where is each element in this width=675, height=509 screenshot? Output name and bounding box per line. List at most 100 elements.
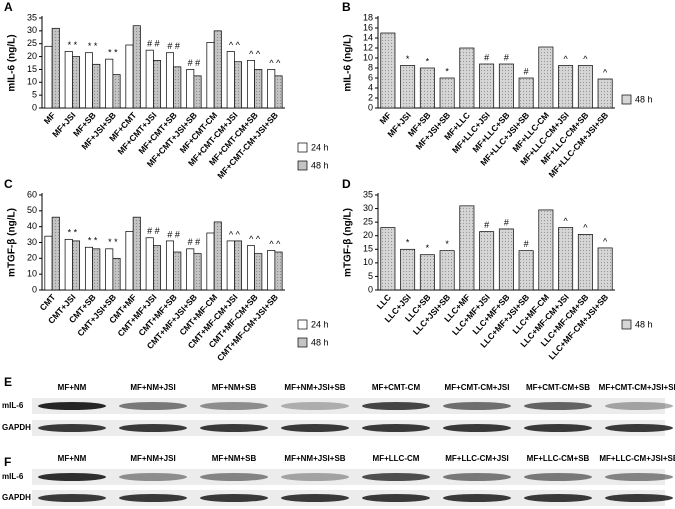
legend-swatch bbox=[297, 337, 308, 348]
significance-mark: ^ bbox=[603, 236, 608, 246]
bar-texture bbox=[92, 248, 100, 290]
blot-band bbox=[605, 424, 673, 432]
bar-texture bbox=[274, 75, 283, 108]
bar-texture bbox=[598, 79, 613, 108]
legend-label: 48 h bbox=[635, 94, 653, 104]
panel-label: B bbox=[342, 0, 351, 14]
bar-texture bbox=[519, 78, 534, 108]
lane-label: MF+NM+JSI+SB bbox=[284, 383, 345, 392]
legend-swatch bbox=[297, 160, 308, 171]
bar bbox=[267, 69, 276, 109]
bar-texture bbox=[499, 228, 514, 290]
y-tick-label: 20 bbox=[363, 230, 373, 240]
significance-mark: # # bbox=[147, 39, 160, 49]
bar-texture bbox=[479, 64, 494, 108]
significance-mark: * * bbox=[88, 41, 98, 51]
blot-band bbox=[281, 473, 349, 481]
blot-band bbox=[38, 424, 106, 432]
blot-band bbox=[362, 494, 430, 502]
legend-label: 24 h bbox=[311, 142, 329, 152]
blot-band bbox=[38, 494, 106, 502]
bar-texture bbox=[380, 227, 395, 290]
y-tick-label: 15 bbox=[27, 64, 37, 74]
significance-mark: ^ ^ bbox=[229, 40, 241, 50]
significance-mark: # bbox=[484, 52, 489, 62]
significance-mark: * bbox=[406, 238, 410, 248]
blot-band bbox=[443, 424, 511, 432]
lane-label: MF+NM bbox=[58, 383, 87, 392]
y-tick-label: 35 bbox=[27, 12, 37, 22]
bar bbox=[125, 231, 134, 291]
significance-mark: * bbox=[445, 239, 449, 249]
blot-band bbox=[524, 424, 592, 432]
significance-mark: * bbox=[445, 66, 449, 76]
blot-band bbox=[200, 494, 268, 502]
blot-band bbox=[605, 494, 673, 502]
bar-texture bbox=[52, 28, 60, 109]
y-tick-label: 30 bbox=[27, 25, 37, 35]
y-tick-label: 2 bbox=[368, 92, 373, 102]
bar bbox=[84, 52, 93, 109]
bar-texture bbox=[440, 250, 455, 290]
lane-label: MF+CMT-CM bbox=[372, 383, 421, 392]
blot-band bbox=[605, 473, 673, 481]
y-tick-label: 8 bbox=[368, 62, 373, 72]
legend-label: 48 h bbox=[311, 160, 329, 170]
legend-swatch bbox=[297, 142, 308, 153]
y-tick-label: 5 bbox=[32, 90, 37, 100]
panel-label: F bbox=[4, 455, 11, 469]
blot-band bbox=[362, 424, 430, 432]
y-tick-label: 10 bbox=[363, 257, 373, 267]
bar-texture bbox=[254, 253, 262, 290]
bar bbox=[145, 237, 154, 291]
blot-band bbox=[443, 402, 511, 410]
blot-band bbox=[38, 402, 106, 410]
y-tick-label: 40 bbox=[27, 221, 37, 231]
blot-band bbox=[443, 494, 511, 502]
lane-label: MF+NM+JSI bbox=[130, 454, 175, 463]
significance-mark: # # bbox=[188, 58, 201, 68]
bar-texture bbox=[112, 258, 121, 290]
blot-band bbox=[119, 473, 187, 481]
y-tick-label: 5 bbox=[368, 271, 373, 281]
significance-mark: ^ bbox=[603, 67, 608, 77]
bar bbox=[246, 60, 255, 109]
bar-texture bbox=[598, 247, 613, 290]
bar-texture bbox=[112, 74, 121, 108]
bar bbox=[64, 238, 73, 291]
significance-mark: # bbox=[524, 66, 529, 76]
blot-band bbox=[38, 473, 106, 481]
significance-mark: * * bbox=[108, 237, 118, 247]
y-tick-label: 18 bbox=[363, 12, 373, 22]
bar bbox=[186, 248, 195, 291]
significance-mark: ^ ^ bbox=[229, 229, 241, 239]
bar-texture bbox=[92, 64, 100, 108]
y-tick-label: 12 bbox=[363, 42, 373, 52]
lane-label: MF+LLC-CM+JSI+SB bbox=[599, 454, 675, 463]
x-tick-label: MF bbox=[42, 110, 58, 126]
lane-label: MF+NM bbox=[58, 454, 87, 463]
y-tick-label: 10 bbox=[27, 77, 37, 87]
panel-label: E bbox=[4, 375, 12, 389]
bar-texture bbox=[578, 234, 593, 290]
y-tick-label: 50 bbox=[27, 205, 37, 215]
bar-texture bbox=[173, 66, 181, 108]
bar-texture bbox=[479, 231, 494, 290]
bar-texture bbox=[578, 65, 593, 108]
significance-mark: * * bbox=[88, 236, 98, 246]
y-tick-label: 25 bbox=[363, 217, 373, 227]
lane-label: MF+LLC-CM bbox=[373, 454, 420, 463]
significance-mark: * * bbox=[108, 48, 118, 58]
significance-mark: * * bbox=[68, 228, 78, 238]
lane-label: MF+CMT-CM+JSI+SB bbox=[599, 383, 675, 392]
bar-texture bbox=[72, 240, 80, 290]
bar-texture bbox=[133, 217, 141, 290]
bar bbox=[226, 240, 235, 291]
bar-texture bbox=[459, 48, 474, 108]
row-label: GAPDH bbox=[2, 423, 31, 432]
significance-mark: # bbox=[484, 220, 489, 230]
significance-mark: ^ ^ bbox=[269, 239, 281, 249]
y-tick-label: 0 bbox=[368, 102, 373, 112]
significance-mark: * * bbox=[68, 40, 78, 50]
y-tick-label: 10 bbox=[363, 52, 373, 62]
